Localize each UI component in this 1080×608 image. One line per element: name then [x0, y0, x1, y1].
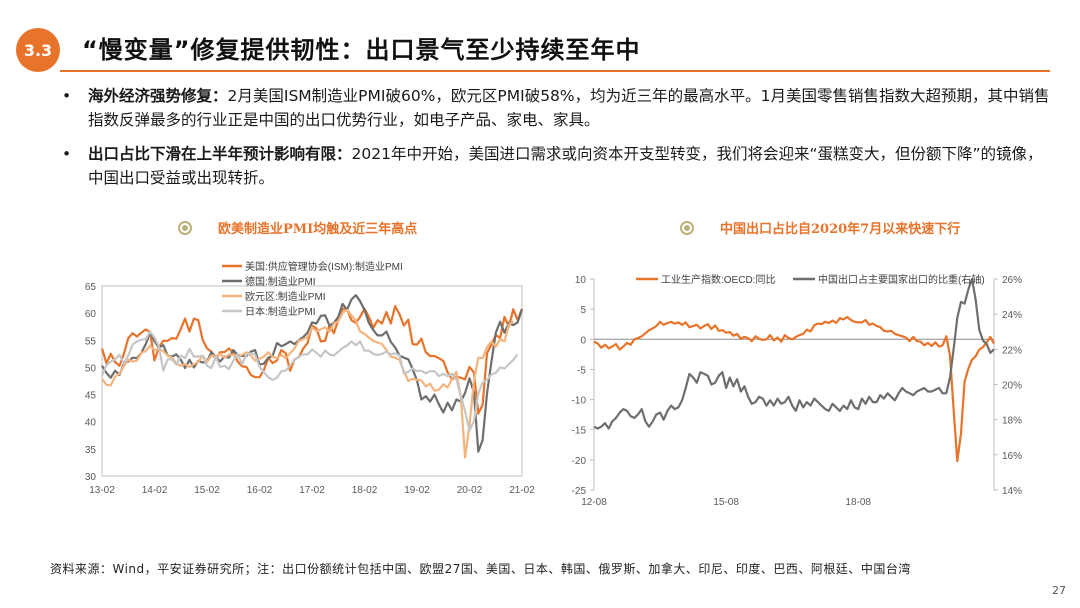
bullet-list: • 海外经济强势修复：2月美国ISM制造业PMI破60%，欧元区PMI破58%，…	[62, 84, 1052, 200]
y-tick-label-left: -25	[572, 486, 587, 497]
right-chart-header: 中国出口占比自2020年7月以来快速下行	[680, 218, 960, 237]
right-chart-title: 中国出口占比自2020年7月以来快速下行	[720, 222, 961, 237]
bullet-heading: 出口占比下滑在上半年预计影响有限：	[88, 145, 352, 163]
source-note: 资料来源：Wind，平安证券研究所；注：出口份额统计包括中国、欧盟27国、美国、…	[50, 562, 911, 576]
series-line	[593, 315, 995, 463]
x-tick-label: 12-08	[581, 497, 607, 508]
y-tick-label: 50	[85, 363, 97, 374]
y-tick-label-right: 18%	[1002, 416, 1022, 427]
bullet-text: 2021年中开始，美国进口需求或向资本开支型转变，我们将会迎来“蛋糕变大，但份额…	[88, 145, 1043, 187]
y-tick-label: 65	[85, 282, 97, 293]
legend-label: 工业生产指数:OECD:同比	[661, 273, 775, 286]
bullet-dot-icon: •	[62, 87, 72, 105]
series-line	[101, 308, 514, 459]
y-tick-label-right: 20%	[1002, 381, 1022, 392]
series-line	[593, 277, 995, 430]
page-number: 27	[1052, 584, 1066, 597]
left-chart-header: 欧美制造业PMI均触及近三年高点	[178, 218, 417, 237]
legend-label: 欧元区:制造业PMI	[245, 290, 326, 303]
series-line	[101, 294, 524, 453]
x-tick-label: 15-08	[713, 497, 739, 508]
bullet-item: • 海外经济强势修复：2月美国ISM制造业PMI破60%，欧元区PMI破58%，…	[62, 84, 1052, 132]
x-tick-label: 19-02	[404, 485, 430, 496]
bullet-heading: 海外经济强势修复：	[88, 87, 228, 105]
y-tick-label-right: 24%	[1002, 310, 1022, 321]
left-chart-title: 欧美制造业PMI均触及近三年高点	[218, 222, 418, 237]
y-tick-label-left: -10	[572, 396, 587, 407]
section-number-badge: 3.3	[16, 28, 60, 72]
y-tick-label: 60	[85, 309, 97, 320]
y-tick-label-right: 26%	[1002, 275, 1022, 286]
series-line	[100, 330, 519, 432]
y-tick-label: 35	[85, 445, 97, 456]
title-divider	[60, 70, 1050, 72]
export-share-line-chart: -25 -20 -15 -10 -5 0 5 10 14% 16% 18% 20% 22% 24% 26% 1…	[572, 273, 1023, 508]
y-tick-label-left: 10	[575, 275, 587, 286]
legend-label: 美国:供应管理协会(ISM):制造业PMI	[245, 260, 403, 273]
bullet-dot-icon: •	[62, 145, 72, 163]
y-tick-label-right: 14%	[1002, 486, 1022, 497]
bullet-text: 2月美国ISM制造业PMI破60%，欧元区PMI破58%，均为近三年的最高水平。…	[88, 87, 1050, 129]
y-tick-label: 40	[85, 418, 97, 429]
y-tick-label: 55	[85, 336, 97, 347]
x-tick-label: 20-02	[457, 485, 483, 496]
x-tick-label: 17-02	[299, 485, 325, 496]
y-tick-label: 45	[85, 391, 97, 402]
y-tick-label-right: 16%	[1002, 451, 1022, 462]
target-icon	[680, 220, 694, 235]
target-icon	[178, 220, 192, 235]
bullet-item: • 出口占比下滑在上半年预计影响有限：2021年中开始，美国进口需求或向资本开支…	[62, 142, 1052, 190]
y-tick-label-left: -15	[572, 426, 587, 437]
legend-label: 德国:制造业PMI	[245, 275, 316, 288]
x-tick-label: 14-02	[142, 485, 168, 496]
x-tick-label: 13-02	[89, 485, 115, 496]
page-title: “慢变量”修复提供韧性：出口景气至少持续至年中	[82, 36, 641, 64]
legend-label: 中国出口占主要国家出口的比重(右轴)	[818, 273, 985, 286]
y-tick-label-right: 22%	[1002, 345, 1022, 356]
x-tick-label: 16-02	[247, 485, 273, 496]
x-tick-label: 21-02	[509, 485, 535, 496]
x-tick-label: 18-08	[845, 497, 871, 508]
legend-label: 日本:制造业PMI	[245, 305, 316, 318]
pmi-line-chart: 30 35 40 45 50 55 60 65 13-02 14-02 15-02 16-02 17-0…	[85, 260, 535, 496]
y-tick-label-left: 5	[580, 305, 586, 316]
x-tick-label: 18-02	[352, 485, 378, 496]
y-tick-label: 30	[85, 472, 97, 483]
y-tick-label-left: -5	[577, 365, 586, 376]
plot-frame	[101, 285, 523, 477]
y-tick-label-left: 0	[580, 335, 586, 346]
x-tick-label: 15-02	[194, 485, 220, 496]
y-tick-label-left: -20	[572, 456, 587, 467]
